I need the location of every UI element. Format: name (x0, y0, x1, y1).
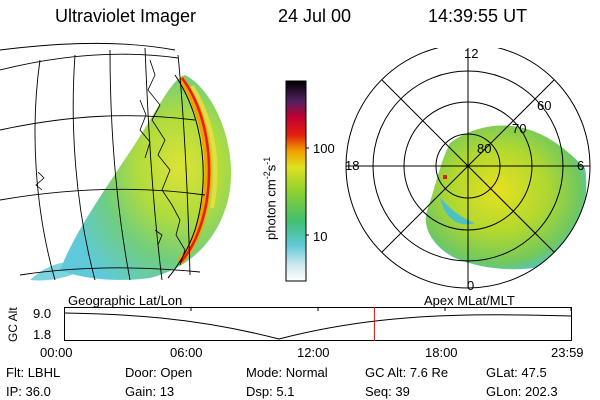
polar-plot (345, 48, 591, 289)
status-gc-alt: GC Alt: 7.6 Re (365, 365, 449, 380)
timeline-xtick-0600: 06:00 (170, 345, 203, 360)
time-label: 14:39:55 UT (428, 6, 528, 26)
mlt-label-18: 18 (345, 158, 360, 173)
geographic-image (0, 42, 232, 281)
status-ip: IP: 36.0 (6, 384, 51, 399)
lat-label-60: 60 (537, 98, 552, 113)
mlt-label-0: 0 (467, 278, 475, 293)
timeline-xtick-0000: 00:00 (40, 345, 73, 360)
lat-label-70: 70 (512, 121, 527, 136)
status-dsp: Dsp: 5.1 (246, 384, 295, 399)
status-seq: Seq: 39 (365, 384, 410, 399)
status-glon: GLon: 202.3 (486, 384, 558, 399)
timeline-ytick-bottom: 1.8 (33, 327, 52, 342)
status-gain: Gain: 13 (125, 384, 175, 399)
timeline-ytick-top: 9.0 (33, 306, 52, 321)
orbit-altitude-timeline (64, 307, 572, 341)
timeline-ylabel: GC Alt (6, 307, 20, 342)
mlt-label-6: 6 (577, 158, 585, 173)
timeline-xtick-1200: 12:00 (297, 345, 330, 360)
date-label: 24 Jul 00 (278, 6, 352, 26)
mlt-label-12: 12 (464, 46, 479, 61)
instrument-title: Ultraviolet Imager (55, 6, 197, 26)
colorbar-tick-100: 100 (313, 141, 335, 156)
timeline-xtick-2359: 23:59 (551, 345, 584, 360)
status-mode: Mode: Normal (246, 365, 328, 380)
status-glat: GLat: 47.5 (486, 365, 547, 380)
status-door: Door: Open (125, 365, 193, 380)
polar-hotspot-marker (443, 175, 447, 179)
lat-label-80: 80 (477, 141, 492, 156)
geo-panel-label: Geographic Lat/Lon (68, 293, 183, 308)
colorbar (285, 80, 309, 282)
colorbar-tick-10: 10 (313, 229, 328, 244)
colorbar-label: photon cm-2s-1 (262, 156, 279, 240)
timeline-xtick-1800: 18:00 (425, 345, 458, 360)
polar-panel-label: Apex MLat/MLT (424, 293, 515, 308)
status-flt: Flt: LBHL (6, 365, 61, 380)
